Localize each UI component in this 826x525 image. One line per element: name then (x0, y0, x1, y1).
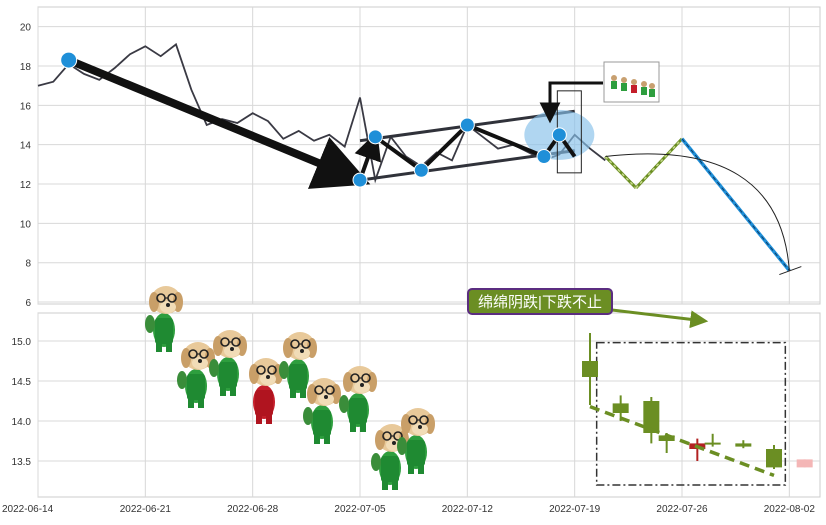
top-y-tick-label: 14 (20, 141, 32, 152)
pivot-marker (413, 162, 429, 178)
projection-tick (779, 266, 802, 276)
top-panel: 6 8 10 12 14 16 18 20 (20, 6, 821, 309)
candle-body (735, 443, 752, 447)
top-plot-area (37, 6, 821, 305)
top-y-tick-label: 18 (20, 62, 32, 73)
pivot-marker (367, 129, 383, 145)
pattern-box (595, 341, 787, 486)
trend-segment (419, 123, 469, 172)
pivot-marker (352, 172, 368, 188)
bottom-x-tick-label: 2022-07-19 (549, 504, 601, 515)
candle-body (796, 459, 813, 468)
candle-body (658, 435, 675, 441)
candle-dashed-trend (589, 404, 775, 478)
pivot-marker (536, 148, 552, 164)
top-y-tick-label: 8 (25, 259, 31, 270)
top-y-tick-label: 20 (20, 23, 32, 34)
trend-segment (466, 123, 545, 159)
top-y-tick-labels: 6 8 10 12 14 16 18 20 (20, 23, 32, 309)
bottom-y-tick-label: 15.0 (12, 337, 32, 348)
candle-body (643, 401, 660, 433)
projection-arc (605, 153, 790, 271)
bottom-x-tick-label: 2022-06-21 (120, 504, 172, 515)
bottom-grid (37, 313, 820, 497)
bottom-x-tick-labels: 2022-06-14 2022-06-21 2022-06-28 2022-07-05… (2, 504, 815, 515)
candle-body (612, 403, 629, 413)
pivot-marker (459, 117, 475, 133)
trend-segment (354, 131, 382, 181)
bottom-x-tick-label: 2022-06-14 (2, 504, 54, 515)
bottom-x-tick-label: 2022-07-26 (656, 504, 708, 515)
top-y-tick-label: 12 (20, 180, 32, 191)
annotation-arrow (611, 308, 709, 329)
bottom-x-tick-label: 2022-07-05 (334, 504, 386, 515)
bottom-content (582, 308, 813, 486)
bottom-y-tick-label: 13.5 (12, 457, 32, 468)
bottom-y-tick-label: 14.5 (12, 377, 32, 388)
top-y-tick-label: 6 (25, 298, 31, 309)
forecast-segment-dash (635, 138, 683, 189)
bottom-x-tick-label: 2022-07-12 (442, 504, 494, 515)
top-y-tick-label: 16 (20, 101, 32, 112)
bottom-x-tick-label: 2022-08-02 (764, 504, 816, 515)
forecast-segment-dash (681, 138, 790, 271)
pivot-marker (60, 51, 78, 69)
annotation-label: 绵绵阴跌|下跌不止 (467, 288, 613, 315)
bottom-x-tick-label: 2022-06-28 (227, 504, 279, 515)
bottom-y-tick-label: 14.0 (12, 417, 32, 428)
bottom-y-tick-labels: 13.5 14.0 14.5 15.0 (12, 337, 32, 468)
candle-body (582, 361, 598, 377)
top-y-tick-label: 10 (20, 219, 32, 230)
thumbnail-inset (603, 61, 660, 103)
trend-segment (374, 135, 423, 172)
top-content (37, 42, 802, 276)
trend-segment (67, 56, 371, 189)
forecast-segment-dash (604, 155, 637, 189)
candle-body (766, 449, 782, 468)
annotation-text: 绵绵阴跌|下跌不止 (478, 294, 602, 311)
callout-arrow (539, 81, 603, 124)
pivot-marker (551, 127, 567, 143)
candle-body (704, 442, 721, 445)
